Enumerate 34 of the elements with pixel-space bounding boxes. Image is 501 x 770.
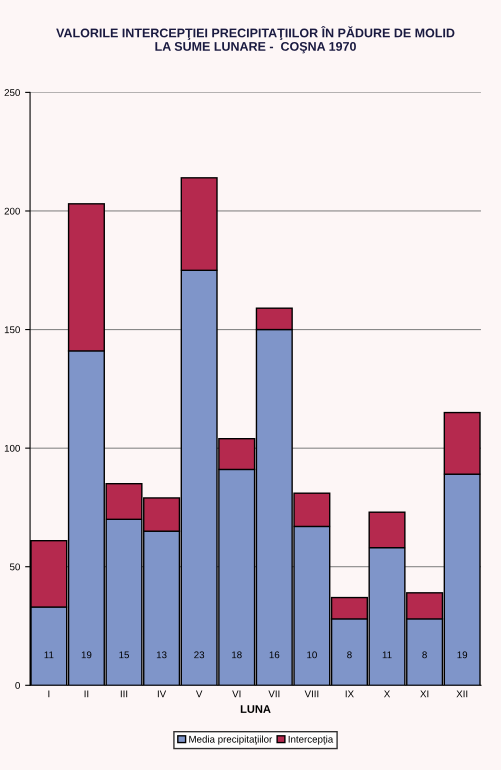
annotation: 8 bbox=[347, 651, 352, 658]
x-tick-label: IV bbox=[158, 690, 166, 698]
y-tick-label: 250 bbox=[4, 89, 20, 96]
x-tick-label: II bbox=[84, 690, 88, 698]
annotation: 11 bbox=[382, 651, 392, 658]
annotation: 11 bbox=[44, 651, 54, 658]
y-tick-label: 100 bbox=[4, 444, 20, 452]
x-axis-title: LUNA bbox=[240, 705, 271, 713]
x-tick-label: III bbox=[120, 690, 128, 698]
x-tick-label: VII bbox=[268, 690, 280, 698]
y-tick-label: 0 bbox=[15, 682, 20, 689]
y-tick-label: 200 bbox=[4, 208, 20, 215]
x-tick-label: XI bbox=[420, 690, 428, 698]
y-tick-label: 150 bbox=[4, 326, 20, 334]
annotation: 8 bbox=[422, 651, 427, 658]
x-tick-label: XII bbox=[456, 690, 468, 698]
x-tick-label: IX bbox=[346, 690, 354, 698]
annotation: 10 bbox=[307, 651, 317, 658]
y-tick-label: 50 bbox=[10, 563, 20, 570]
x-tick-label: X bbox=[384, 690, 390, 698]
annotation: 13 bbox=[156, 651, 167, 658]
chart-title: VALORILE INTERCEPŢIEI PRECIPITAŢIILOR ÎN PĂDURE DE MOLID LA SUME LUNARE - COŞNA 1970 bbox=[56, 26, 454, 54]
x-tick-label: VI bbox=[232, 690, 240, 698]
annotation: 19 bbox=[82, 651, 92, 658]
legend-label: Intercepţia bbox=[288, 736, 334, 745]
legend-label: Media precipitaţiilor bbox=[189, 736, 272, 745]
x-tick-label: VIII bbox=[304, 690, 318, 698]
x-tick-label: V bbox=[196, 690, 202, 698]
x-tick-label: I bbox=[48, 690, 50, 698]
annotation: 18 bbox=[232, 651, 242, 658]
annotation: 15 bbox=[119, 651, 129, 658]
annotation: 16 bbox=[270, 651, 280, 658]
annotation: 23 bbox=[194, 651, 204, 658]
annotation: 19 bbox=[458, 651, 468, 658]
